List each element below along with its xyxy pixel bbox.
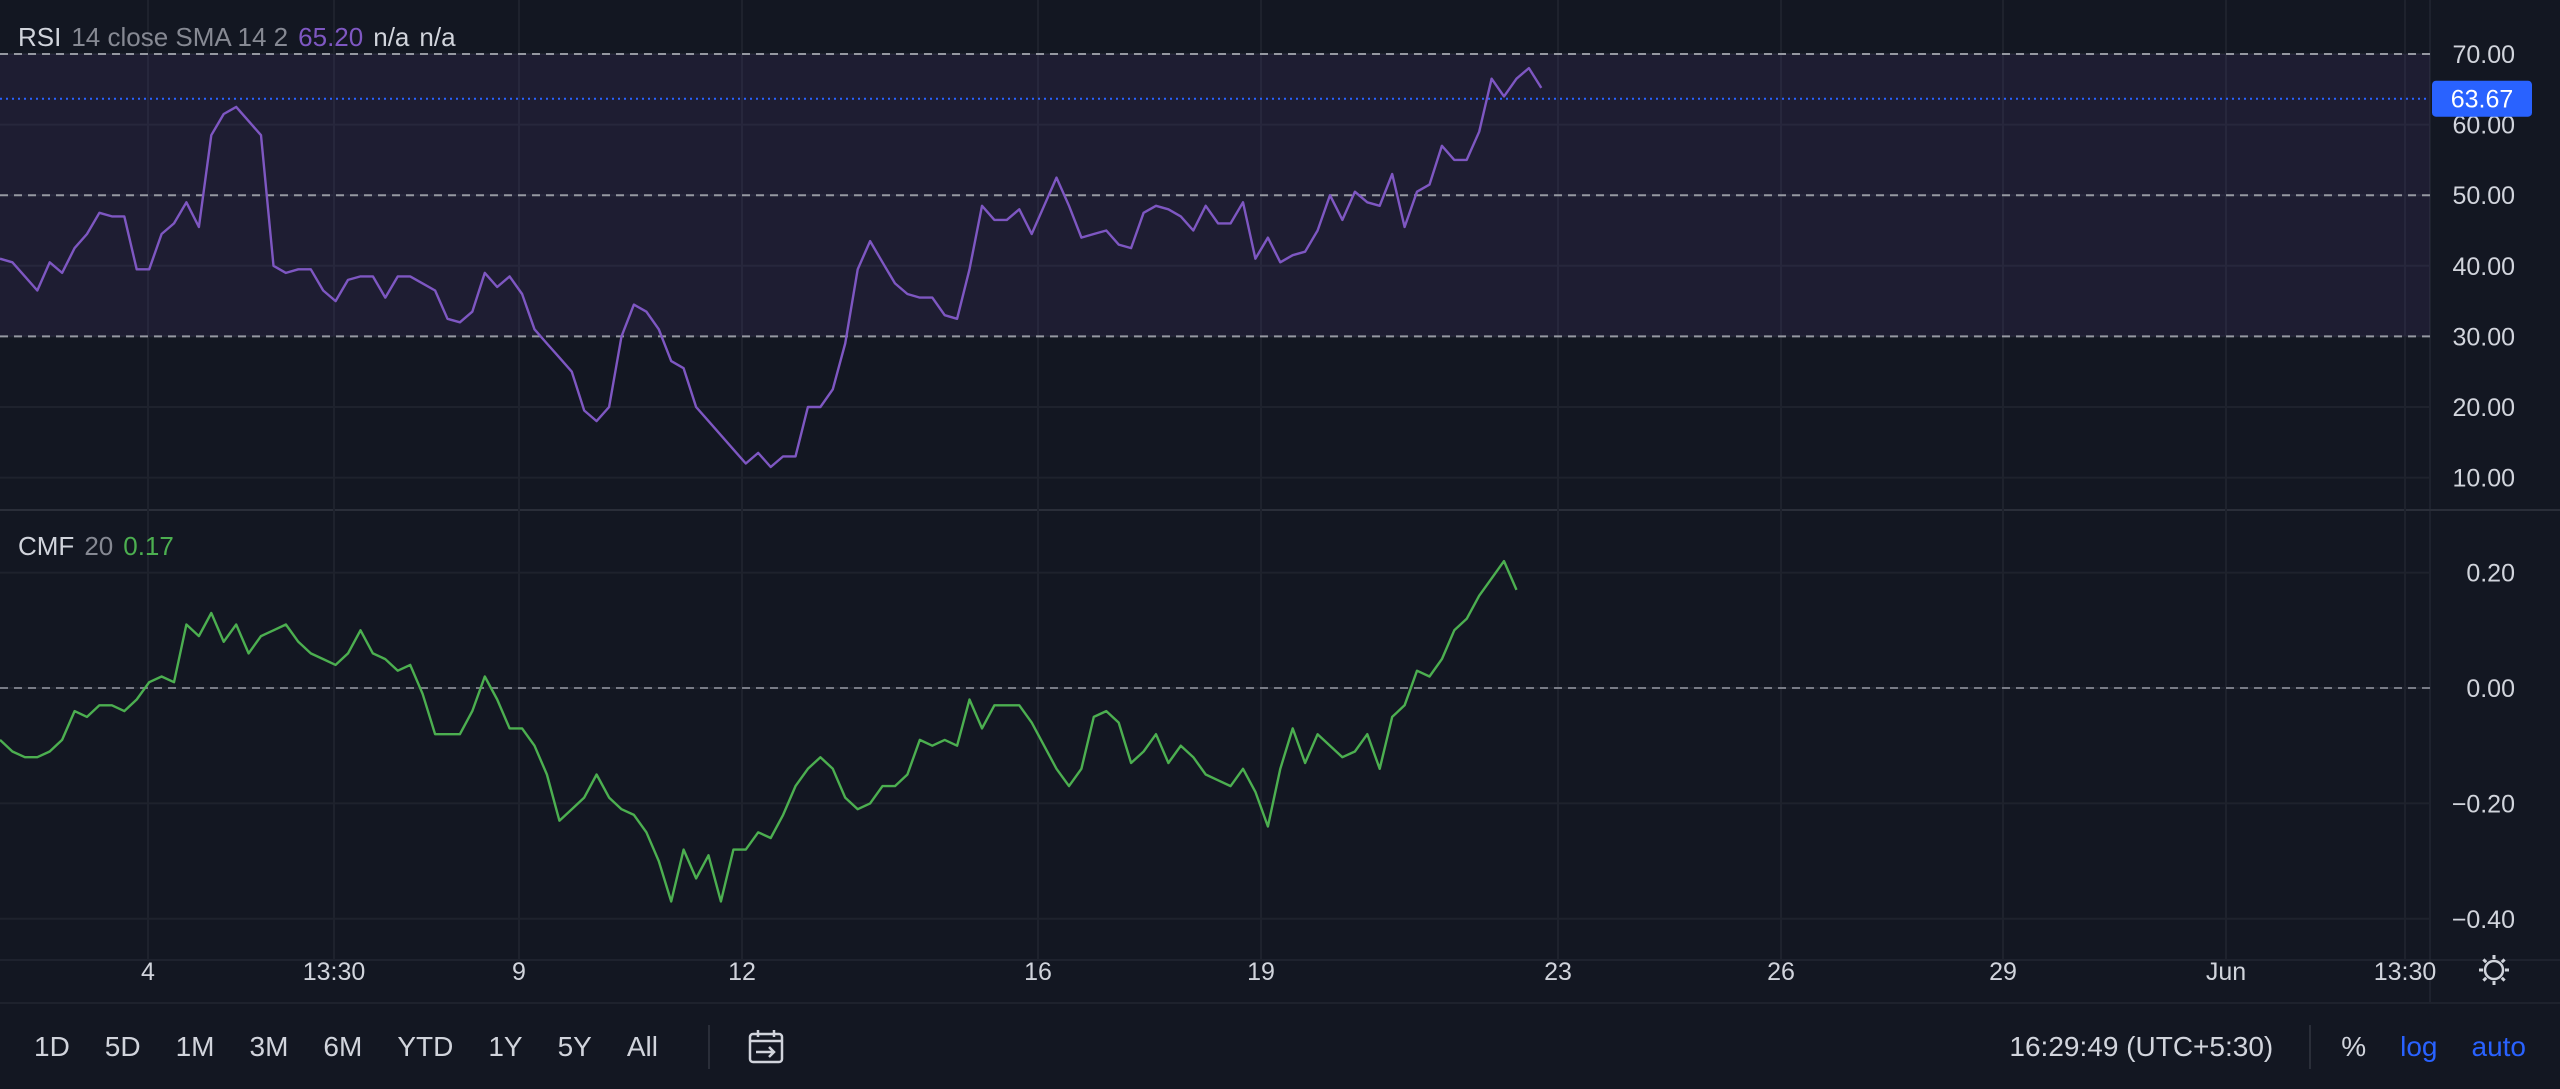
time-axis-label: 13:30 — [2374, 958, 2437, 986]
range-6m-button[interactable]: 6M — [323, 1030, 363, 1062]
cmf-y-tick-label: −0.20 — [2452, 790, 2515, 818]
cmf-legend-value: 0.17 — [123, 531, 174, 561]
range-5y-button[interactable]: 5Y — [557, 1030, 592, 1062]
rsi-y-tick-label: 70.00 — [2452, 41, 2515, 69]
chart-canvas[interactable]: 70.0060.0050.0040.0030.0020.0010.000.200… — [0, 0, 2560, 1002]
toolbar-divider — [707, 1024, 710, 1069]
toolbar-divider-right — [2309, 1024, 2312, 1069]
range-all-button[interactable]: All — [626, 1030, 658, 1062]
rsi-legend-na2: n/a — [419, 22, 456, 52]
rsi-y-tick-label: 30.00 — [2452, 323, 2515, 351]
range-1m-button[interactable]: 1M — [175, 1030, 215, 1062]
rsi-legend-value: 65.20 — [298, 22, 364, 52]
time-axis-label: 26 — [1767, 958, 1795, 986]
range-1d-button[interactable]: 1D — [34, 1030, 70, 1062]
rsi-legend-name: RSI — [18, 22, 62, 52]
rsi-y-tick-label: 10.00 — [2452, 465, 2515, 493]
rsi-y-tick-label: 40.00 — [2452, 253, 2515, 281]
clock-timezone[interactable]: 16:29:49 (UTC+5:30) — [2009, 1030, 2274, 1062]
rsi-current-value-text: 63.67 — [2451, 86, 2514, 114]
range-ytd-button[interactable]: YTD — [397, 1030, 454, 1062]
rsi-legend-params: 14 close SMA 14 2 — [71, 22, 289, 52]
time-axis-label: 13:30 — [303, 958, 366, 986]
auto-scale-button[interactable]: auto — [2471, 1030, 2527, 1062]
gear-icon-tooth — [2482, 958, 2488, 964]
range-1y-button[interactable]: 1Y — [488, 1030, 523, 1062]
cmf-y-tick-label: 0.00 — [2466, 675, 2515, 703]
bottom-toolbar: 1D 5D 1M 3M 6M YTD 1Y 5Y All 16:29:49 (U… — [0, 1002, 2560, 1089]
rsi-y-tick-label: 50.00 — [2452, 182, 2515, 210]
time-axis-label: 9 — [512, 958, 526, 986]
gear-icon-tooth — [2500, 958, 2506, 964]
range-5d-button[interactable]: 5D — [104, 1030, 141, 1062]
time-axis-label: 16 — [1024, 958, 1052, 986]
rsi-current-value-badge — [2432, 80, 2532, 117]
cmf-series-line — [0, 559, 1518, 903]
log-scale-button[interactable]: log — [2400, 1030, 2438, 1062]
rsi-legend-na1: n/a — [373, 22, 410, 52]
range-3m-button[interactable]: 3M — [249, 1030, 289, 1062]
time-axis-label: 23 — [1544, 958, 1572, 986]
time-axis-label: 29 — [1989, 958, 2017, 986]
rsi-band-fill — [0, 54, 2430, 337]
cmf-y-tick-label: 0.20 — [2466, 560, 2515, 588]
time-axis-label: 12 — [728, 958, 756, 986]
gear-icon-tooth — [2482, 976, 2488, 982]
gear-icon-tooth — [2500, 976, 2506, 982]
calendar-goto-icon[interactable] — [746, 1029, 786, 1065]
gear-icon-ring — [2483, 959, 2505, 981]
time-axis-label: 19 — [1247, 958, 1275, 986]
time-axis-label: 4 — [141, 958, 155, 986]
cmf-legend[interactable]: CMF 20 0.17 — [18, 531, 184, 562]
gear-icon[interactable] — [2479, 955, 2509, 985]
rsi-series-line — [0, 66, 1543, 469]
cmf-y-tick-label: −0.40 — [2452, 906, 2515, 934]
percent-scale-button[interactable]: % — [2341, 1030, 2367, 1062]
time-axis-label: Jun — [2206, 958, 2246, 986]
cmf-legend-params: 20 — [84, 531, 114, 561]
rsi-y-tick-label: 20.00 — [2452, 394, 2515, 422]
rsi-legend[interactable]: RSI 14 close SMA 14 2 65.20 n/a n/a — [18, 22, 466, 53]
cmf-legend-name: CMF — [18, 531, 75, 561]
